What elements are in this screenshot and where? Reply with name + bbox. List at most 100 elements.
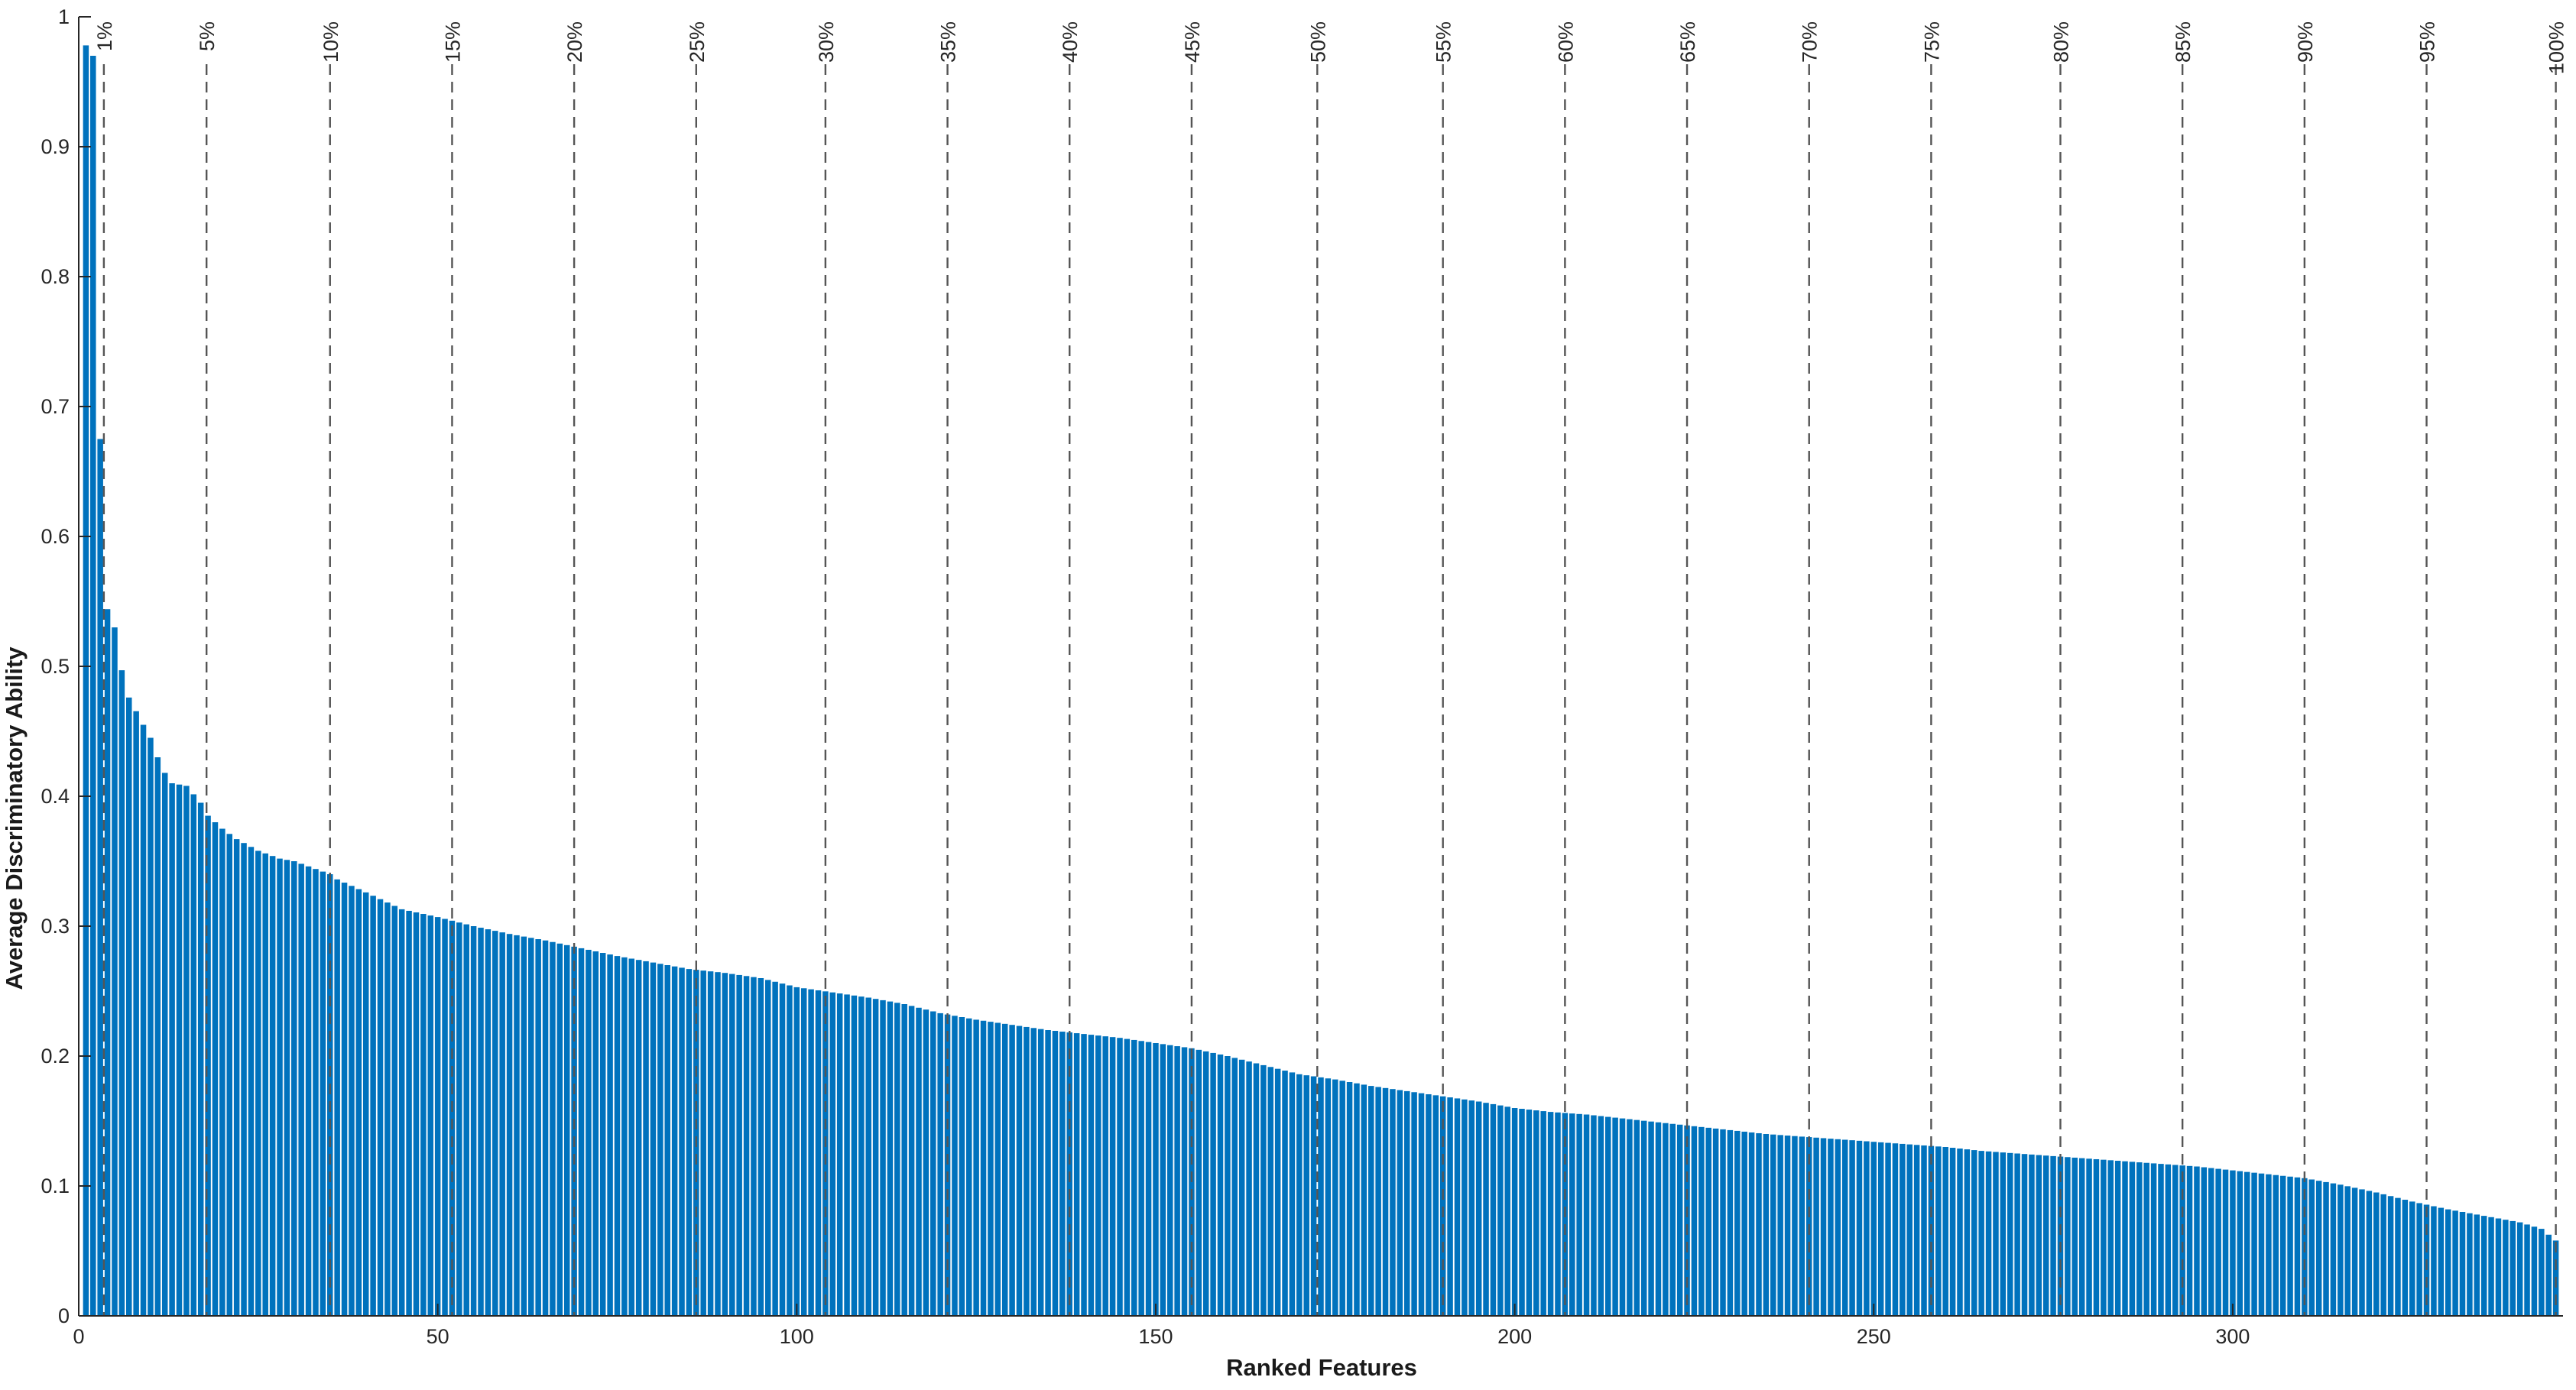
bar — [829, 992, 836, 1316]
bar — [1820, 1138, 1827, 1316]
bar — [456, 922, 462, 1316]
bar — [434, 917, 441, 1316]
bar — [1763, 1134, 1770, 1316]
bar — [1555, 1112, 1561, 1316]
percentile-marker-label: 40% — [1059, 21, 1082, 63]
bar — [650, 962, 657, 1316]
bar — [2539, 1229, 2545, 1316]
bar — [2072, 1157, 2078, 1316]
bar — [793, 987, 800, 1316]
bar — [865, 997, 871, 1316]
bar — [1598, 1116, 1604, 1316]
bar — [2308, 1179, 2315, 1316]
percentile-marker-label: 35% — [937, 21, 960, 63]
x-tick-label: 0 — [73, 1325, 84, 1348]
bar — [2065, 1157, 2071, 1316]
bar — [2093, 1158, 2100, 1316]
x-tick-label: 300 — [2215, 1325, 2250, 1348]
bar — [578, 948, 585, 1316]
bar — [226, 834, 233, 1316]
bar — [556, 943, 563, 1316]
bar — [305, 866, 312, 1316]
bar — [1497, 1105, 1504, 1316]
bar — [255, 851, 261, 1316]
bar — [161, 773, 168, 1316]
bar — [2395, 1197, 2401, 1316]
y-tick-label: 0.4 — [41, 785, 70, 808]
bar — [2194, 1166, 2200, 1316]
bar — [1447, 1097, 1453, 1316]
bar — [1153, 1043, 1159, 1316]
bar — [1669, 1123, 1676, 1316]
bar — [700, 970, 706, 1316]
bar — [2143, 1162, 2149, 1316]
bar — [1957, 1149, 1963, 1316]
bar — [269, 856, 276, 1316]
bar — [262, 853, 268, 1316]
bar — [1841, 1139, 1848, 1316]
y-tick-label: 0.6 — [41, 525, 70, 548]
bar — [2531, 1226, 2538, 1316]
bar — [463, 924, 469, 1316]
bar — [1375, 1087, 1381, 1316]
bar — [2251, 1172, 2257, 1316]
bar — [1475, 1101, 1482, 1316]
bar — [212, 822, 219, 1316]
bar — [1655, 1122, 1662, 1316]
bar — [1202, 1051, 1209, 1316]
bar — [391, 906, 398, 1316]
bar — [205, 815, 211, 1316]
bar — [1619, 1118, 1626, 1316]
bar — [2158, 1164, 2164, 1316]
percentile-marker-label: 30% — [815, 21, 838, 63]
bar — [1390, 1089, 1396, 1316]
x-tick-label: 200 — [1497, 1325, 1532, 1348]
bar — [1081, 1034, 1087, 1316]
bar — [1849, 1140, 1855, 1316]
bar — [671, 966, 678, 1316]
bar — [1877, 1142, 1884, 1316]
bar — [2416, 1203, 2422, 1316]
bar — [2287, 1176, 2293, 1316]
bar — [1432, 1095, 1439, 1316]
bar — [1001, 1023, 1008, 1316]
bar — [1088, 1035, 1095, 1316]
bar — [2359, 1189, 2365, 1316]
bar — [197, 802, 204, 1316]
bar — [686, 969, 693, 1316]
bar — [764, 980, 771, 1316]
bar — [1490, 1103, 1497, 1316]
bar — [1993, 1152, 1999, 1316]
bar — [277, 858, 283, 1316]
bar — [930, 1011, 936, 1316]
bar — [1303, 1075, 1309, 1316]
bar — [1397, 1090, 1403, 1316]
bar — [1648, 1121, 1654, 1316]
bar — [485, 929, 492, 1316]
bar — [1468, 1100, 1475, 1316]
y-tick-label: 0.7 — [41, 395, 70, 418]
bar — [722, 973, 728, 1316]
bar — [2150, 1163, 2157, 1316]
bar — [1576, 1113, 1582, 1316]
bar — [679, 967, 685, 1316]
bar — [241, 843, 247, 1316]
bar — [2380, 1194, 2386, 1316]
bar — [614, 956, 621, 1316]
y-tick-label: 0.8 — [41, 265, 70, 288]
bar — [521, 936, 527, 1316]
bar — [118, 670, 125, 1316]
bar — [2007, 1152, 2013, 1316]
bar — [2402, 1200, 2409, 1316]
bar — [1748, 1132, 1755, 1316]
bar — [2036, 1155, 2042, 1316]
bar — [2136, 1162, 2143, 1316]
bar — [965, 1018, 972, 1316]
bar — [1289, 1072, 1296, 1316]
bar — [377, 899, 384, 1316]
bar — [1045, 1030, 1051, 1316]
bar — [1784, 1136, 1791, 1316]
y-tick-label: 0.9 — [41, 135, 70, 158]
bar — [320, 871, 326, 1316]
bar — [413, 912, 420, 1316]
